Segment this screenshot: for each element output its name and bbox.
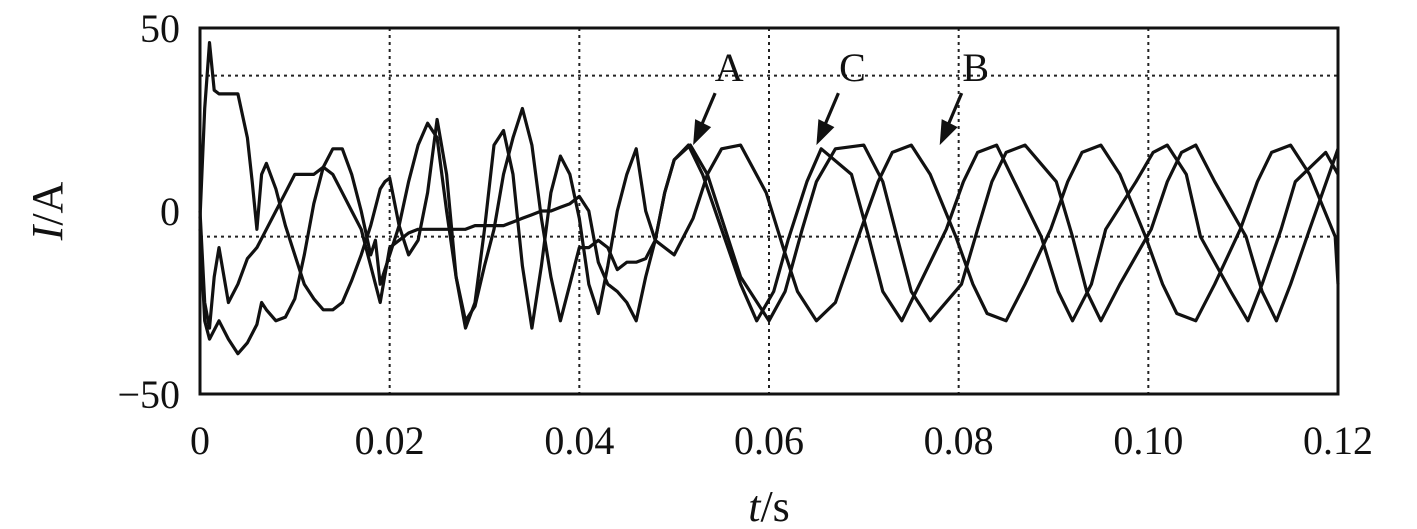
x-tick-label: 0 [190, 418, 210, 463]
y-tick-label: 50 [140, 6, 180, 51]
x-tick-label: 0.10 [1113, 418, 1183, 463]
y-axis-label: I/A [23, 181, 72, 241]
y-tick-label: 0 [160, 189, 180, 234]
y-axis-label-symbol: I [23, 223, 72, 241]
x-tick-label: 0.08 [924, 418, 994, 463]
series-label-c: C [839, 45, 866, 90]
series-label-a: A [715, 45, 744, 90]
x-tick-label: 0.06 [734, 418, 804, 463]
grid-lines [200, 28, 1338, 394]
series-group [198, 40, 1340, 356]
series-label-b: B [962, 45, 989, 90]
y-tick-label: −50 [117, 372, 180, 417]
x-axis-label-unit: /s [760, 482, 789, 529]
x-tick-label: 0.02 [355, 418, 425, 463]
series-line-a [198, 40, 1340, 330]
x-tick-label: 0.12 [1303, 418, 1373, 463]
arrow-head-a [693, 119, 712, 146]
arrow-head-c [816, 119, 835, 146]
x-tick-label: 0.04 [544, 418, 614, 463]
x-axis-label-symbol: t [748, 482, 762, 529]
x-tick-labels: 0 0.02 0.04 0.06 0.08 0.10 0.12 [190, 418, 1373, 463]
plot-frame [198, 26, 1340, 396]
x-axis-label: t/s [748, 482, 790, 529]
series-line-c [198, 143, 1340, 330]
arrow-head-b [939, 119, 958, 146]
y-axis-label-unit: /A [23, 181, 72, 225]
y-tick-labels: 50 0 −50 [117, 6, 180, 417]
